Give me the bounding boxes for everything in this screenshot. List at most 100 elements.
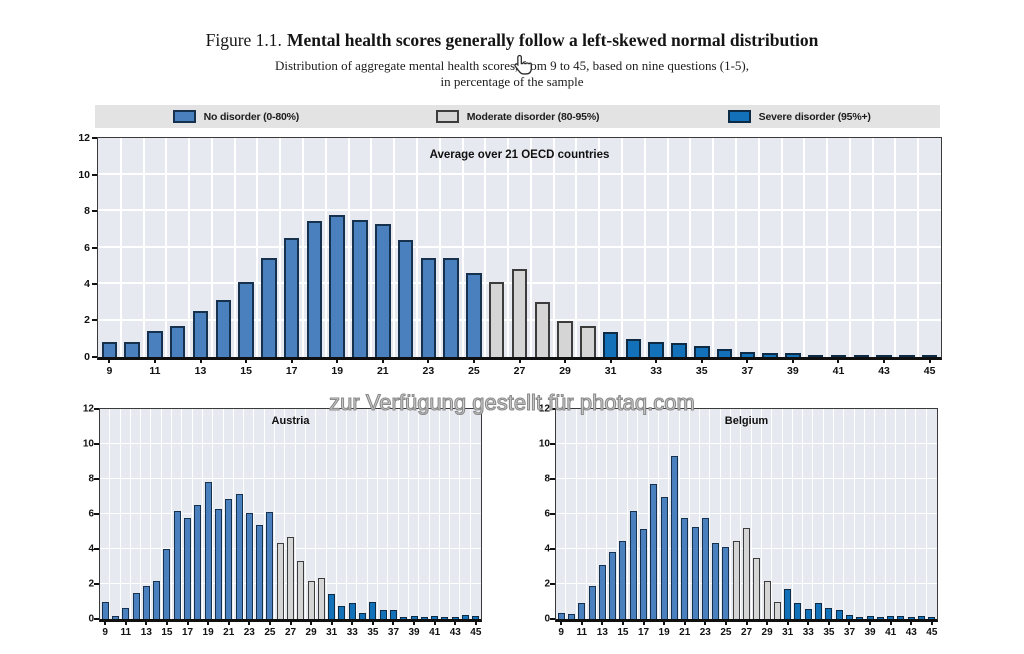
- gridline-vertical: [616, 409, 618, 619]
- x-tick-label: 35: [823, 627, 835, 638]
- x-tick-label: 11: [120, 627, 132, 638]
- x-tick-mark: [145, 622, 148, 625]
- bar-x22: [235, 493, 243, 619]
- bar-x13: [142, 585, 150, 619]
- y-tick-label: 4: [544, 543, 550, 555]
- y-tick-mark: [550, 582, 555, 585]
- x-tick-label: 43: [878, 365, 890, 377]
- x-tick-label: 29: [761, 627, 773, 638]
- y-tick-mark: [94, 513, 99, 515]
- x-tick-mark: [786, 622, 789, 625]
- bar-x37: [845, 614, 853, 619]
- bar-x32: [794, 603, 802, 619]
- x-tick-label: 23: [422, 365, 435, 377]
- bar-x24: [443, 258, 459, 357]
- x-tick-mark: [227, 622, 230, 625]
- gridline-vertical: [871, 138, 874, 357]
- gridline-vertical: [256, 138, 259, 357]
- x-tick-label: 25: [468, 365, 480, 377]
- legend-item-severe-disorder: Severe disorder (95%+): [658, 110, 940, 123]
- x-tick-mark: [427, 360, 430, 363]
- gridline-vertical: [894, 138, 897, 357]
- gridline-vertical: [263, 409, 265, 619]
- gridline-vertical: [449, 409, 451, 619]
- bar-x23: [701, 517, 709, 619]
- gridline-vertical: [129, 409, 131, 619]
- bar-x36: [835, 610, 843, 619]
- y-tick-mark: [550, 548, 555, 550]
- bar-x43: [907, 617, 915, 619]
- bar-x24: [712, 542, 720, 619]
- x-tick-label: 23: [243, 627, 255, 638]
- bar-x28: [753, 557, 761, 619]
- gridline-horizontal: [98, 209, 941, 211]
- y-tick-mark: [550, 443, 555, 445]
- gridline-vertical: [791, 409, 793, 619]
- bar-x28: [534, 302, 551, 357]
- x-tick-mark: [472, 360, 475, 363]
- gridline-vertical: [915, 409, 917, 619]
- gridline-vertical: [712, 138, 715, 357]
- x-tick-mark: [601, 622, 604, 625]
- gridline-vertical: [335, 409, 337, 619]
- x-tick-mark: [928, 360, 931, 363]
- x-tick-label: 23: [699, 627, 711, 638]
- x-tick-mark: [454, 622, 457, 625]
- gridline-vertical: [884, 409, 886, 619]
- gridline-vertical: [356, 409, 358, 619]
- gridline-vertical: [140, 409, 142, 619]
- x-tick-label: 19: [331, 365, 344, 377]
- bar-x39: [785, 353, 801, 357]
- y-tick-mark: [94, 443, 99, 445]
- gridline-vertical: [325, 409, 327, 619]
- bar-x20: [670, 456, 678, 619]
- bar-x9: [101, 602, 109, 619]
- bar-x21: [375, 223, 391, 357]
- bar-x44: [918, 615, 926, 619]
- gridline-vertical: [370, 138, 373, 357]
- bar-x21: [681, 517, 689, 619]
- y-tick-mark: [92, 246, 97, 249]
- gridline-vertical: [598, 138, 601, 357]
- x-tick-label: 41: [429, 627, 441, 638]
- bar-x25: [266, 512, 274, 619]
- x-tick-label: 31: [326, 627, 338, 638]
- gridline-vertical: [647, 409, 649, 619]
- x-tick-label: 31: [604, 365, 617, 377]
- x-tick-mark: [848, 622, 851, 625]
- bar-x31: [784, 589, 792, 619]
- gridline-vertical: [428, 409, 430, 619]
- y-tick-label: 0: [88, 613, 94, 625]
- gridline-vertical: [181, 409, 183, 619]
- x-tick-label: 33: [346, 627, 358, 638]
- legend-label-moderate-disorder: Moderate disorder (80-95%): [466, 110, 600, 123]
- x-tick-mark: [791, 360, 794, 363]
- x-tick-mark: [392, 622, 395, 625]
- figure-subtitle: Distribution of aggregate mental health …: [0, 58, 1024, 89]
- x-tick-mark: [827, 622, 830, 625]
- bar-x17: [184, 517, 192, 619]
- bar-x15: [619, 541, 627, 619]
- bar-x19: [329, 214, 345, 357]
- bar-x34: [359, 612, 367, 619]
- bar-x16: [629, 510, 637, 619]
- x-tick-mark: [351, 622, 354, 625]
- gridline-vertical: [606, 409, 608, 619]
- bar-x33: [804, 608, 812, 619]
- gridline-vertical: [377, 409, 379, 619]
- bar-x39: [410, 616, 418, 619]
- x-tick-mark: [474, 622, 477, 625]
- bar-x20: [352, 220, 368, 357]
- gridline-vertical: [119, 409, 121, 619]
- gridline-vertical: [461, 138, 464, 357]
- gridline-vertical: [142, 138, 145, 357]
- gridline-vertical: [387, 409, 389, 619]
- bar-x41: [830, 355, 847, 357]
- gridline-vertical: [210, 138, 213, 357]
- bar-x45: [928, 617, 936, 619]
- gridline-vertical: [780, 138, 783, 357]
- bar-x18: [306, 221, 323, 357]
- gridline-vertical: [925, 409, 927, 619]
- gridline-vertical: [150, 409, 152, 619]
- figure-subtitle-line1: Distribution of aggregate mental health …: [274, 58, 750, 73]
